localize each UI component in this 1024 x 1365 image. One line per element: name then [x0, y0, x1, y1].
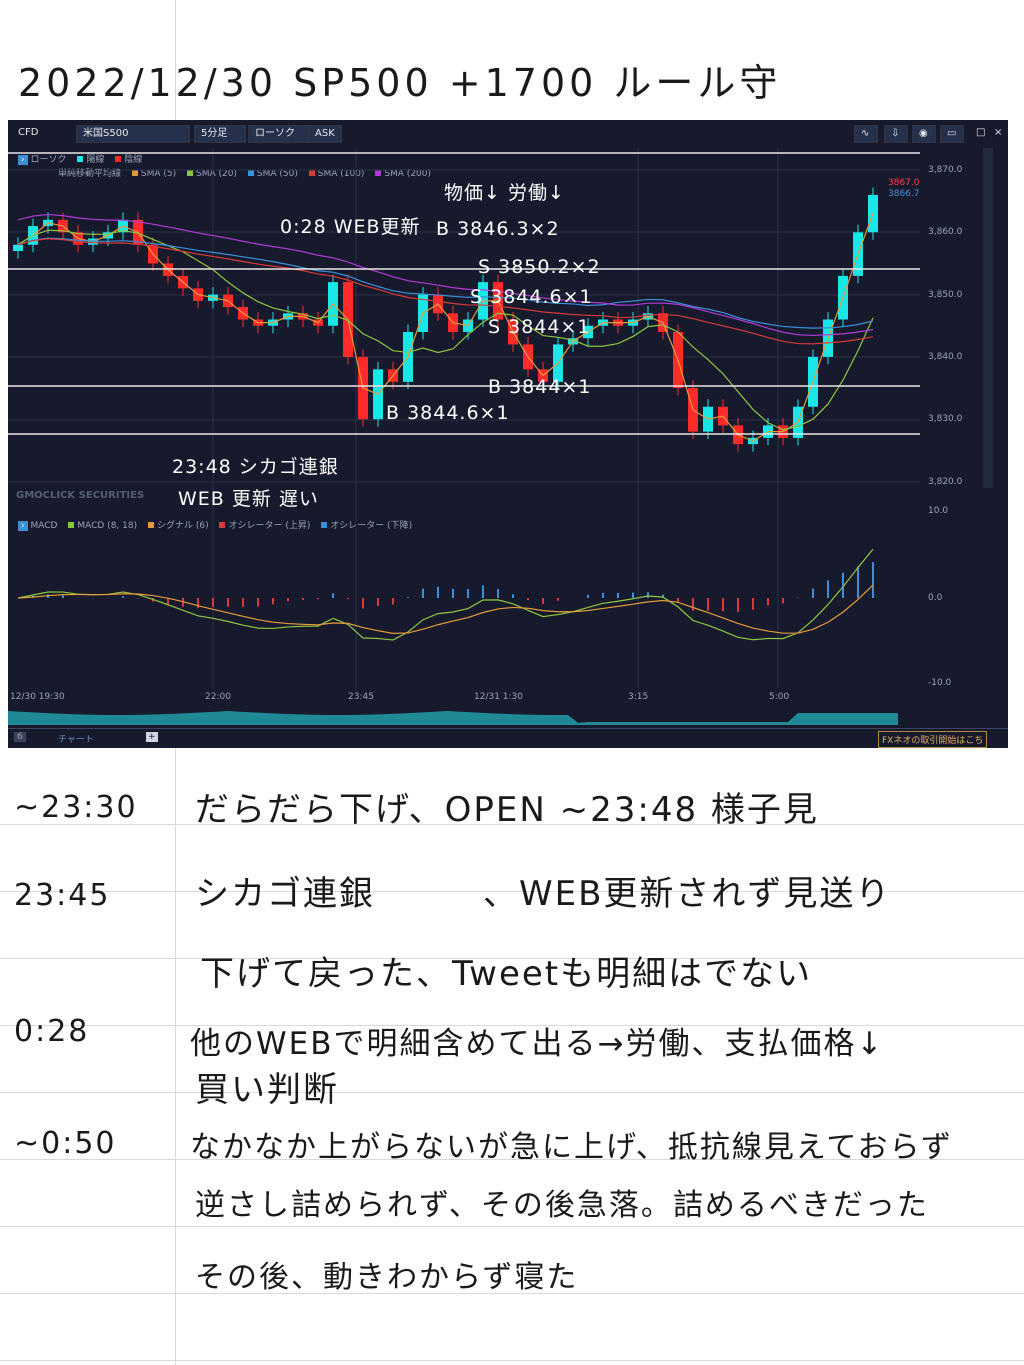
time-tick: 12/30 19:30 [10, 692, 65, 702]
sma-line [17, 237, 874, 329]
annotation: 0:28 WEB更新 [280, 216, 421, 238]
watermark: GMOCLICK SECURITIES [16, 490, 145, 501]
note-line: だらだら下げ、OPEN ~23:48 様子見 [195, 790, 819, 830]
layout-icon[interactable]: ▭ [940, 125, 964, 143]
tab-count: 6 [14, 732, 26, 742]
add-tab-button[interactable]: + [146, 732, 158, 742]
time-tick: 3:15 [628, 692, 649, 702]
note-time: 23:45 [14, 878, 111, 913]
ask-price: 3867.0 [888, 178, 920, 188]
time-tick: 23:45 [348, 692, 374, 702]
annotation: B 3844.6×1 [386, 402, 510, 424]
symbol-select[interactable]: 米国S500 [76, 125, 190, 143]
note-line: その後、動きわからず寝た [195, 1260, 579, 1295]
sma-line [17, 229, 874, 431]
indicator-icon[interactable]: ∿ [854, 125, 878, 143]
macd-tick: 0.0 [928, 593, 943, 603]
note-line: 逆さし詰められず、その後急落。詰めるべきだった [195, 1188, 929, 1223]
time-tick: 12/31 1:30 [474, 692, 524, 702]
price-tick: 3,820.0 [928, 476, 963, 487]
promo-button[interactable]: FXネオの取引開始はこち [878, 731, 988, 748]
time-tick: 5:00 [769, 692, 790, 702]
macd-legend: › MACD MACD (8, 18) シグナル (6) オシレーター (上昇)… [18, 518, 412, 531]
annotation: S 3850.2×2 [478, 256, 601, 278]
camera-icon[interactable]: ◉ [912, 125, 936, 143]
price-tick: 3,860.0 [928, 227, 963, 238]
annotation: 23:48 シカゴ連銀 [172, 456, 339, 478]
macd-line [17, 548, 874, 641]
expand-icon[interactable]: › [18, 155, 28, 165]
close-icon[interactable]: × [994, 127, 1003, 138]
time-tick: 22:00 [205, 692, 231, 702]
ruled-lines [0, 758, 1024, 1365]
annotation: S 3844×1 [488, 316, 591, 338]
sma-legend: 単純移動平均線 SMA (5) SMA (20) SMA (50) SMA (1… [58, 169, 432, 179]
annotation: WEB 更新 遅い [178, 488, 319, 510]
maximize-icon[interactable]: □ [976, 127, 986, 138]
chart-screenshot: CFD 米国S500 5分足 ローソク ASK ∿ ⇩ ◉ ▭ □ × › ロー… [8, 120, 1008, 748]
note-line: シカゴ連銀 、WEB更新されず見送り [195, 874, 892, 914]
note-line: 他のWEBで明細含めて出る→労働、支払価格↓ [190, 1026, 885, 1062]
price-tick: 3,850.0 [928, 289, 963, 300]
tab-chart[interactable]: チャート [58, 735, 94, 745]
macd-tick: -10.0 [928, 678, 952, 688]
sma-line [17, 213, 874, 442]
note-time: ~23:30 [14, 790, 138, 825]
sma-line [17, 238, 874, 345]
bid-price: 3866.7 [888, 189, 920, 199]
note-line: 下げて戻った、Tweetも明細はでない [200, 954, 813, 994]
price-tick: 3,840.0 [928, 351, 963, 362]
price-tick: 3,870.0 [928, 165, 963, 175]
sma-line [17, 213, 874, 337]
annotation: B 3844×1 [488, 376, 592, 398]
annotation: 物価↓ 労働↓ [444, 182, 565, 204]
download-icon[interactable]: ⇩ [884, 125, 908, 143]
signal-line [17, 584, 874, 634]
side-select[interactable]: ASK [308, 125, 342, 143]
macd-tick: 10.0 [928, 506, 949, 516]
interval-select[interactable]: 5分足 [194, 125, 246, 143]
annotation: S 3844.6×1 [470, 286, 593, 308]
note-time: ~0:50 [14, 1126, 117, 1161]
price-chart[interactable] [8, 120, 1008, 748]
candle-body [13, 244, 23, 251]
note-time: 0:28 [14, 1014, 90, 1049]
product-label: CFD [18, 127, 39, 138]
price-scrollbar[interactable] [983, 148, 993, 488]
annotation: B 3846.3×2 [436, 218, 560, 240]
navigator-area [8, 711, 898, 725]
price-tick: 3,830.0 [928, 414, 963, 425]
note-line: なかなか上がらないが急に上げ、抵抗線見えておらず [190, 1130, 953, 1165]
page-title: 2022/12/30 SP500 +1700 ルール守 [18, 61, 782, 105]
candle-legend: › ローソク 陽線 陰線 [18, 152, 142, 165]
note-line: 買い判断 [195, 1070, 339, 1110]
